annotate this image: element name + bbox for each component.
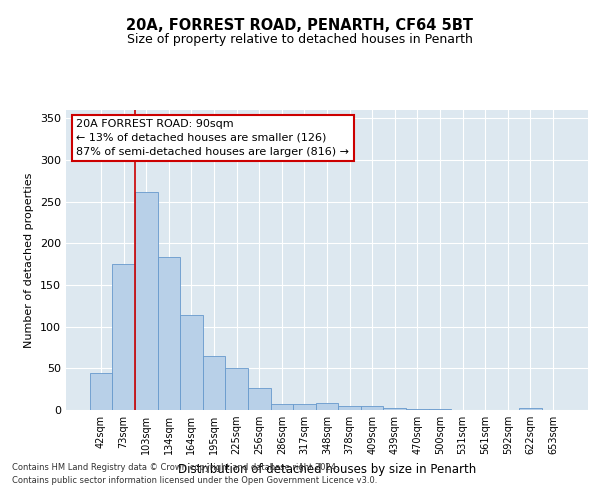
Bar — [271, 404, 293, 410]
Text: Contains HM Land Registry data © Crown copyright and database right 2024.: Contains HM Land Registry data © Crown c… — [12, 464, 338, 472]
Bar — [519, 408, 542, 410]
Bar — [226, 368, 248, 410]
Bar — [112, 264, 135, 410]
Bar — [338, 406, 361, 410]
Text: 20A, FORREST ROAD, PENARTH, CF64 5BT: 20A, FORREST ROAD, PENARTH, CF64 5BT — [127, 18, 473, 32]
Bar — [248, 388, 271, 410]
Bar — [135, 192, 158, 410]
Bar — [180, 315, 203, 410]
Bar — [316, 404, 338, 410]
Bar — [203, 356, 226, 410]
Text: Contains public sector information licensed under the Open Government Licence v3: Contains public sector information licen… — [12, 476, 377, 485]
Bar — [90, 374, 112, 410]
Bar — [406, 409, 428, 410]
Bar — [158, 256, 180, 410]
Bar — [293, 404, 316, 410]
Text: Size of property relative to detached houses in Penarth: Size of property relative to detached ho… — [127, 32, 473, 46]
Text: 20A FORREST ROAD: 90sqm
← 13% of detached houses are smaller (126)
87% of semi-d: 20A FORREST ROAD: 90sqm ← 13% of detache… — [76, 119, 349, 157]
Bar — [428, 409, 451, 410]
X-axis label: Distribution of detached houses by size in Penarth: Distribution of detached houses by size … — [178, 462, 476, 475]
Bar — [361, 406, 383, 410]
Y-axis label: Number of detached properties: Number of detached properties — [25, 172, 34, 348]
Bar — [383, 408, 406, 410]
